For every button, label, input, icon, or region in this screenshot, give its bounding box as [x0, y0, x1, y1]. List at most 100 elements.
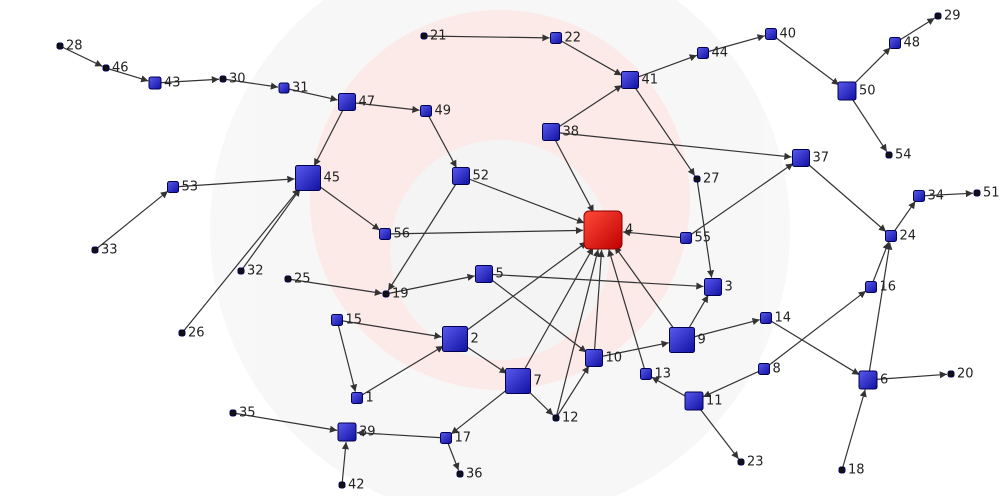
node-label: 32	[247, 264, 264, 279]
node-label: 48	[904, 36, 921, 51]
node	[694, 176, 700, 182]
node-label: 33	[101, 243, 118, 258]
node	[761, 313, 772, 324]
node-label: 52	[473, 169, 490, 184]
node	[698, 48, 709, 59]
node-label: 51	[983, 186, 1000, 201]
node	[285, 276, 291, 282]
node	[338, 423, 356, 441]
node	[457, 471, 463, 477]
node	[332, 315, 343, 326]
node-label: 37	[813, 151, 830, 166]
network-diagram: 2846433031474921224144402948505438372753…	[0, 0, 1006, 496]
node	[352, 393, 363, 404]
node	[57, 43, 63, 49]
node-label: 54	[895, 148, 912, 163]
node	[793, 150, 810, 167]
node	[443, 327, 468, 352]
node	[890, 38, 901, 49]
node-label: 1	[366, 391, 374, 406]
node-label: 19	[392, 287, 409, 302]
node	[441, 433, 452, 444]
node-label: 56	[394, 227, 411, 242]
node-label: 7	[534, 374, 542, 389]
node	[149, 77, 161, 89]
node-label: 45	[324, 171, 341, 186]
node-label: 28	[66, 39, 83, 54]
edge	[95, 191, 168, 250]
node-label: 34	[928, 189, 945, 204]
node	[553, 415, 559, 421]
node	[586, 350, 603, 367]
node	[220, 76, 226, 82]
node-label: 13	[655, 367, 672, 382]
node	[179, 330, 185, 336]
node	[866, 282, 877, 293]
node-label: 23	[747, 455, 764, 470]
node	[551, 33, 562, 44]
edge	[771, 34, 839, 85]
node	[766, 29, 777, 40]
node	[935, 13, 941, 19]
node-label: 21	[430, 29, 447, 44]
node-label: 22	[565, 31, 582, 46]
node	[296, 166, 321, 191]
node-label: 3	[725, 280, 733, 295]
node-label: 31	[292, 81, 309, 96]
node	[92, 247, 98, 253]
node	[168, 182, 179, 193]
node-label: 24	[900, 229, 917, 244]
node-label: 40	[780, 27, 797, 42]
node-label: 41	[642, 73, 659, 88]
node-label: 14	[775, 311, 792, 326]
node-label: 17	[455, 431, 472, 446]
node-label: 4	[625, 223, 633, 238]
node	[859, 371, 877, 389]
node-label: 6	[880, 373, 888, 388]
node-label: 18	[848, 463, 865, 478]
node	[584, 211, 622, 249]
node	[506, 369, 531, 394]
node	[421, 106, 432, 117]
node	[681, 233, 692, 244]
node	[705, 279, 722, 296]
node-label: 11	[706, 394, 723, 409]
node	[421, 33, 427, 39]
node	[238, 268, 244, 274]
node-label: 38	[563, 125, 580, 140]
node-label: 5	[496, 267, 504, 282]
node	[476, 266, 493, 283]
node	[453, 168, 470, 185]
node-label: 36	[466, 467, 483, 482]
node	[974, 190, 980, 196]
node	[622, 72, 639, 89]
node-label: 8	[773, 362, 781, 377]
node-label: 49	[435, 104, 452, 119]
node	[279, 83, 289, 93]
node-label: 25	[294, 272, 311, 287]
node-label: 12	[562, 411, 579, 426]
node	[103, 65, 109, 71]
node-label: 53	[182, 180, 199, 195]
node	[738, 459, 744, 465]
node-label: 46	[112, 61, 129, 76]
node-label: 39	[359, 425, 376, 440]
node	[339, 482, 345, 488]
node	[383, 291, 389, 297]
node	[380, 229, 391, 240]
node-label: 9	[698, 333, 706, 348]
node	[230, 410, 236, 416]
node	[641, 369, 652, 380]
node	[543, 124, 560, 141]
node	[759, 364, 770, 375]
node	[948, 371, 954, 377]
node-label: 44	[712, 46, 729, 61]
node-label: 20	[957, 367, 974, 382]
node-label: 29	[944, 9, 961, 24]
watermark	[210, 0, 790, 496]
node-label: 15	[346, 313, 363, 328]
node-label: 16	[880, 280, 897, 295]
node-label: 43	[164, 76, 181, 91]
edge	[842, 390, 865, 470]
node-label: 10	[606, 351, 623, 366]
